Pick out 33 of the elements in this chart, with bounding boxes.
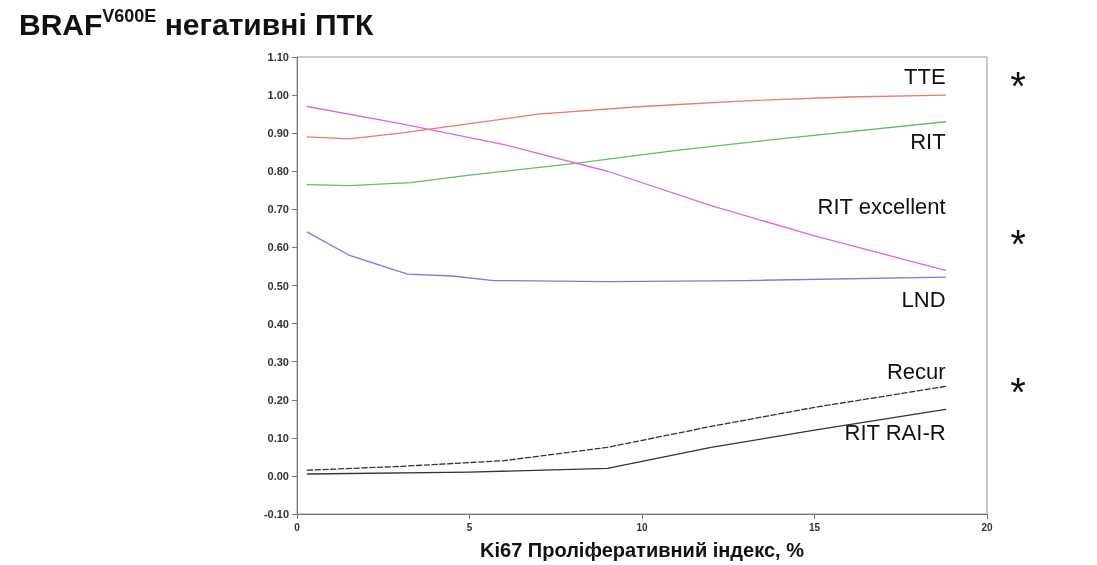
y-tick-label: 0.60 [267, 241, 289, 254]
text: * [1010, 64, 1026, 108]
y-tick-label: 1.10 [267, 51, 289, 63]
series-label: RIT RAI-R [844, 420, 946, 446]
y-tick-label: 1.00 [267, 89, 289, 102]
x-tick-label: 5 [466, 521, 473, 533]
x-tick-label: 0 [294, 521, 301, 533]
series-label: LND [901, 286, 946, 312]
series-label: TTE [904, 64, 946, 90]
line-series [306, 385, 947, 471]
series-label: RIT [910, 129, 946, 155]
line-series [306, 121, 947, 187]
y-tick-label: 0.70 [267, 203, 289, 216]
x-tick-label: 15 [808, 521, 821, 533]
series-label: Recur [886, 359, 946, 385]
y-tick-label: 0.80 [267, 165, 289, 178]
series-label: RIT excellent [817, 193, 946, 219]
line-series [306, 408, 947, 475]
line-series [306, 105, 947, 271]
y-tick-label: 0.90 [267, 127, 289, 140]
x-tick-label: 10 [636, 521, 648, 533]
y-tick-label: 0.20 [267, 393, 289, 406]
text: * [1010, 222, 1026, 266]
line-series [306, 231, 947, 283]
text: * [1010, 370, 1026, 414]
y-tick-label: 0.30 [267, 355, 289, 368]
y-tick-label: 0.50 [267, 279, 289, 292]
y-tick-label: 0.40 [267, 317, 289, 330]
y-tick-label: -0.10 [263, 508, 289, 520]
x-tick-label: 20 [981, 521, 993, 533]
y-tick-label: 0.10 [267, 431, 289, 444]
y-tick-label: 0.00 [267, 469, 289, 482]
x-axis-title: Ki67 Проліферативний індекс, % [480, 539, 805, 561]
